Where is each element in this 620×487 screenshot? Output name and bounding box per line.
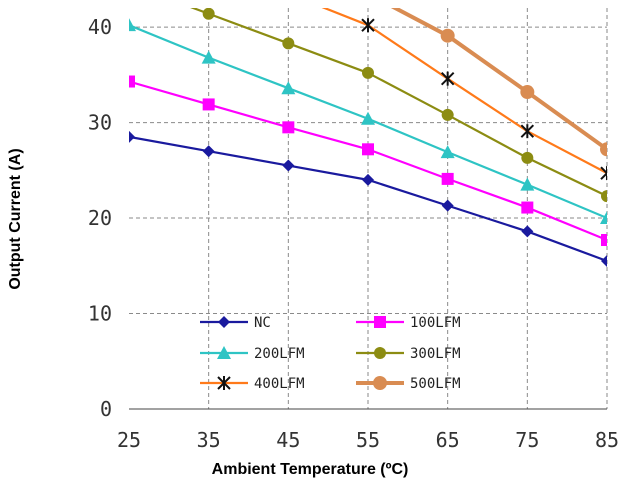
x-tick-label: 25 — [117, 428, 141, 452]
x-tick-label: 85 — [595, 428, 619, 452]
legend-item-100lfm: 100LFM — [356, 315, 461, 331]
data-point — [521, 151, 534, 164]
data-point — [218, 316, 230, 328]
data-point — [374, 347, 386, 359]
data-point — [129, 18, 136, 32]
series-100lfm — [129, 75, 607, 247]
data-point — [441, 108, 454, 121]
data-point — [601, 234, 607, 247]
x-axis-title: Ambient Temperature (ºC) — [212, 461, 409, 478]
data-point — [362, 173, 374, 186]
x-tick-label: 35 — [197, 428, 221, 452]
y-tick-labels: 0 10 20 30 40 — [88, 15, 112, 421]
y-tick-label: 10 — [88, 302, 112, 326]
data-point — [520, 85, 535, 100]
data-point — [362, 143, 374, 156]
data-point — [202, 145, 215, 158]
data-point — [600, 211, 607, 225]
data-point — [441, 199, 454, 212]
series-500lfm — [361, 0, 607, 157]
data-point — [281, 81, 296, 95]
data-point — [440, 71, 455, 86]
data-point — [520, 177, 535, 191]
series-layer — [129, 0, 607, 268]
y-axis-title: Output Current (A) — [7, 148, 24, 289]
data-point-stroke — [600, 166, 607, 175]
x-tick-label: 65 — [436, 428, 460, 452]
legend-item-nc: NC — [200, 315, 271, 331]
data-point — [374, 316, 386, 328]
data-point — [217, 346, 231, 359]
legend-item-300lfm: 300LFM — [356, 346, 461, 362]
data-point — [202, 8, 215, 20]
data-point — [521, 201, 534, 214]
x-tick-label: 75 — [515, 428, 539, 452]
data-point — [201, 50, 216, 64]
legend-label: 100LFM — [410, 315, 461, 331]
data-point — [202, 98, 215, 111]
data-point-stroke — [600, 171, 607, 180]
data-point — [362, 66, 374, 79]
y-tick-label: 0 — [100, 397, 112, 421]
legend-item-200lfm: 200LFM — [200, 346, 305, 362]
data-point — [440, 145, 455, 159]
legend-label: NC — [254, 315, 271, 331]
data-point — [217, 376, 231, 390]
legend: NC 100LFM 200LFM 300LFM 400LFM 500LFM — [200, 315, 461, 392]
data-point — [601, 255, 607, 268]
data-point — [600, 166, 607, 181]
x-tick-label: 55 — [356, 428, 380, 452]
data-point — [129, 130, 135, 143]
y-tick-label: 30 — [88, 111, 112, 135]
data-point — [441, 172, 454, 185]
series-400lfm — [282, 0, 607, 181]
x-tick-label: 45 — [276, 428, 300, 452]
data-point — [361, 18, 375, 33]
data-point — [129, 75, 135, 88]
data-point — [361, 0, 375, 1]
legend-label: 400LFM — [254, 376, 305, 392]
data-point — [282, 0, 294, 1]
data-point — [440, 28, 455, 43]
data-point — [601, 190, 607, 203]
legend-item-400lfm: 400LFM — [200, 376, 305, 392]
series-200lfm — [129, 18, 607, 225]
data-point — [282, 37, 295, 50]
y-tick-label: 40 — [88, 15, 112, 39]
data-point — [282, 121, 295, 134]
x-tick-labels: 25 35 45 55 65 75 85 — [117, 428, 619, 452]
data-point — [600, 142, 607, 157]
data-point — [521, 225, 534, 238]
data-point — [282, 159, 295, 172]
legend-label: 300LFM — [410, 346, 461, 362]
legend-label: 200LFM — [254, 346, 305, 362]
y-tick-label: 20 — [88, 206, 112, 230]
data-point — [520, 124, 535, 139]
legend-label: 500LFM — [410, 376, 461, 392]
series-nc — [129, 130, 607, 268]
legend-item-500lfm: 500LFM — [356, 376, 461, 392]
series-300lfm — [190, 8, 607, 203]
data-point — [361, 111, 375, 125]
data-point — [373, 376, 387, 390]
